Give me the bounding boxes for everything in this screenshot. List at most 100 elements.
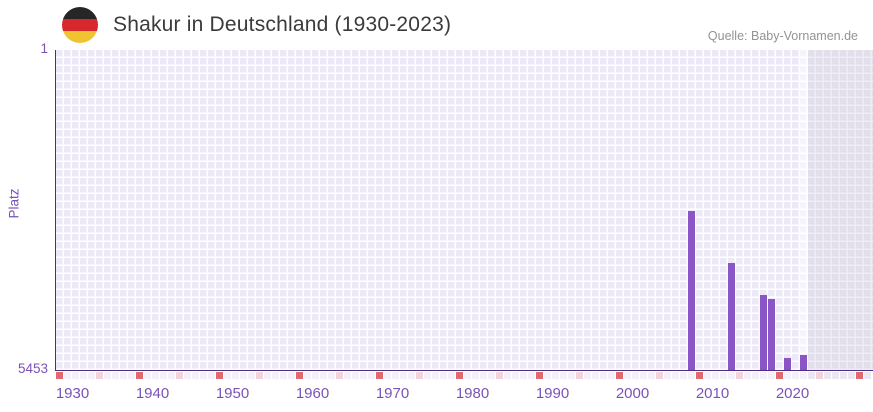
year-cell-1998: [600, 372, 607, 379]
x-tick-2020: 2020: [775, 385, 810, 402]
year-cell-2031: [864, 372, 871, 379]
year-cell-1954: [248, 372, 255, 379]
year-cell-2011: [704, 372, 711, 379]
year-cell-1938: [120, 372, 127, 379]
year-cell-1969: [368, 372, 375, 379]
plot-area: [56, 50, 873, 370]
y-axis-title: Platz: [6, 188, 22, 219]
year-cell-1956: [264, 372, 271, 379]
year-cell-1964: [328, 372, 335, 379]
x-tick-1950: 1950: [215, 385, 250, 402]
chart-bar-2014[interactable]: [728, 262, 735, 370]
year-cell-1947: [192, 372, 199, 379]
year-cell-1951: [224, 372, 231, 379]
year-cell-1935: [96, 372, 103, 379]
year-cell-2003: [640, 372, 647, 379]
year-cell-2005: [656, 372, 663, 379]
chart-bar-2009[interactable]: [688, 211, 695, 370]
year-cell-1971: [384, 372, 391, 379]
chart-bar-2023[interactable]: [800, 355, 807, 370]
year-cell-1992: [552, 372, 559, 379]
year-cell-2014: [728, 372, 735, 379]
year-cell-1973: [400, 372, 407, 379]
year-cell-1937: [112, 372, 119, 379]
year-cell-1953: [240, 372, 247, 379]
year-cell-2006: [664, 372, 671, 379]
year-cell-1961: [304, 372, 311, 379]
year-cell-1979: [448, 372, 455, 379]
year-cell-1943: [160, 372, 167, 379]
year-cell-2009: [688, 372, 695, 379]
year-cell-1968: [360, 372, 367, 379]
year-cell-1994: [568, 372, 575, 379]
year-cell-2029: [848, 372, 855, 379]
chart-bar-2018[interactable]: [760, 295, 767, 370]
year-cell-2021: [784, 372, 791, 379]
year-cell-1949: [208, 372, 215, 379]
chart-bar-2021[interactable]: [784, 358, 791, 370]
year-cell-1942: [152, 372, 159, 379]
year-cell-1944: [168, 372, 175, 379]
year-cell-2026: [824, 372, 831, 379]
year-cell-1996: [584, 372, 591, 379]
year-cell-2007: [672, 372, 679, 379]
year-cell-2004: [648, 372, 655, 379]
year-cell-1958: [280, 372, 287, 379]
year-cell-1945: [176, 372, 183, 379]
year-cell-1981: [464, 372, 471, 379]
year-cell-2024: [808, 372, 815, 379]
year-cell-1934: [88, 372, 95, 379]
x-tick-1970: 1970: [375, 385, 410, 402]
year-cell-2030: [856, 372, 863, 379]
year-cell-2002: [632, 372, 639, 379]
year-cell-1984: [488, 372, 495, 379]
year-cell-2000: [616, 372, 623, 379]
year-cell-1977: [432, 372, 439, 379]
year-cell-1997: [592, 372, 599, 379]
year-cell-1950: [216, 372, 223, 379]
year-cell-1987: [512, 372, 519, 379]
year-cell-1980: [456, 372, 463, 379]
year-cell-2008: [680, 372, 687, 379]
x-tick-2010: 2010: [695, 385, 730, 402]
x-tick-1980: 1980: [455, 385, 490, 402]
year-cell-1933: [80, 372, 87, 379]
x-axis-line: [54, 369, 873, 371]
year-cell-2019: [768, 372, 775, 379]
year-cell-1975: [416, 372, 423, 379]
future-years-zone: [808, 50, 873, 370]
x-tick-1960: 1960: [295, 385, 330, 402]
year-cell-2023: [800, 372, 807, 379]
current-year-highlight-column: [800, 50, 808, 370]
year-cell-1976: [424, 372, 431, 379]
year-cell-1962: [312, 372, 319, 379]
chart-bar-2019[interactable]: [768, 299, 775, 370]
year-cell-2001: [624, 372, 631, 379]
germany-flag-icon: [62, 7, 98, 43]
year-marker-strip: [56, 372, 873, 380]
y-tick-max: 5453: [17, 361, 48, 376]
year-cell-2028: [840, 372, 847, 379]
year-cell-1939: [128, 372, 135, 379]
year-cell-1970: [376, 372, 383, 379]
year-cell-1932: [72, 372, 79, 379]
year-cell-1965: [336, 372, 343, 379]
year-cell-2016: [744, 372, 751, 379]
year-cell-1946: [184, 372, 191, 379]
x-tick-1930: 1930: [55, 385, 90, 402]
x-axis-tick-labels: 1930 1940 1950 1960 1970 1980 1990 2000 2010 2020: [56, 385, 873, 405]
year-cell-1930: [56, 372, 63, 379]
y-tick-min: 1: [40, 41, 48, 56]
year-cell-2025: [816, 372, 823, 379]
year-cell-1986: [504, 372, 511, 379]
year-cell-1999: [608, 372, 615, 379]
year-cell-1952: [232, 372, 239, 379]
year-cell-1993: [560, 372, 567, 379]
year-cell-2018: [760, 372, 767, 379]
year-cell-1936: [104, 372, 111, 379]
source-credit: Quelle: Baby-Vornamen.de: [707, 29, 858, 43]
year-cell-1985: [496, 372, 503, 379]
year-cell-1940: [136, 372, 143, 379]
year-cell-1974: [408, 372, 415, 379]
year-cell-1941: [144, 372, 151, 379]
